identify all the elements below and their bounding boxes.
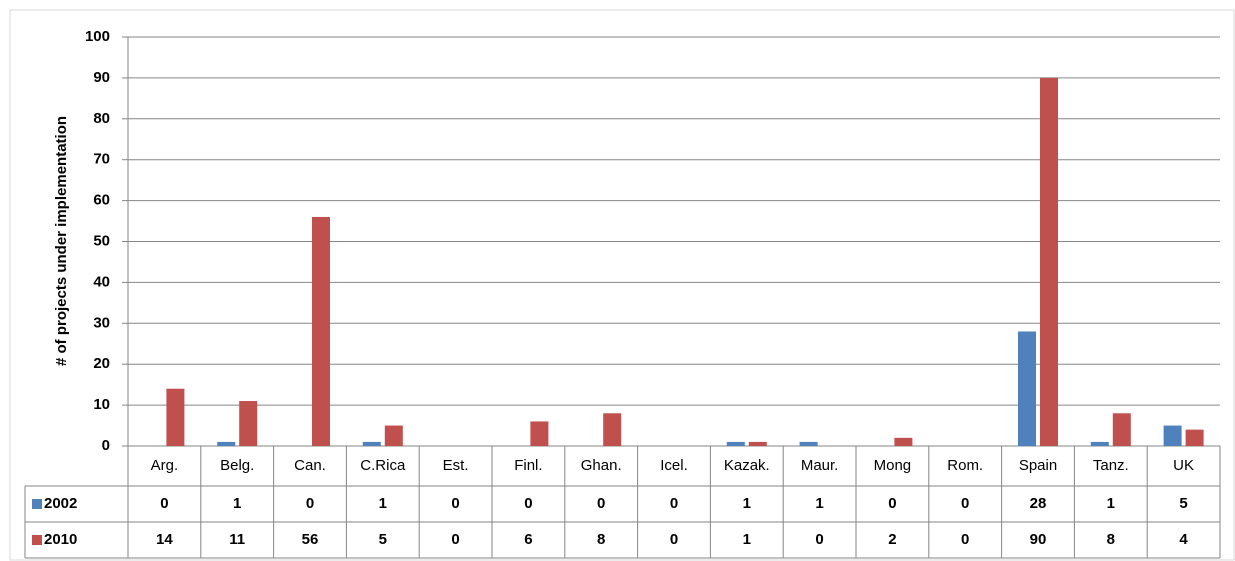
y-tick-label: 0 bbox=[102, 437, 110, 454]
y-tick-label: 100 bbox=[85, 28, 110, 45]
bar bbox=[799, 441, 818, 446]
x-tick-label: Est. bbox=[443, 457, 469, 474]
x-tick-label: Finl. bbox=[514, 457, 542, 474]
bar bbox=[1185, 429, 1204, 446]
y-tick-label: 20 bbox=[93, 355, 110, 372]
x-tick-label: C.Rica bbox=[360, 457, 406, 474]
table-value: 0 bbox=[160, 495, 168, 512]
y-axis-label: # of projects under implementation bbox=[53, 116, 70, 366]
table-value: 0 bbox=[597, 495, 605, 512]
table-value: 11 bbox=[229, 531, 245, 548]
table-value: 0 bbox=[815, 531, 823, 548]
x-tick-label: Spain bbox=[1019, 457, 1057, 474]
bar bbox=[239, 401, 258, 446]
table-value: 14 bbox=[156, 531, 173, 548]
legend-key bbox=[32, 535, 42, 545]
bar bbox=[384, 425, 403, 446]
table-value: 1 bbox=[233, 495, 241, 512]
x-tick-label: Arg. bbox=[151, 457, 179, 474]
x-tick-label: Tanz. bbox=[1093, 457, 1129, 474]
table-value: 8 bbox=[597, 531, 605, 548]
bar bbox=[894, 437, 913, 446]
bar bbox=[1090, 441, 1109, 446]
table-value: 0 bbox=[961, 531, 969, 548]
x-tick-label: Kazak. bbox=[724, 457, 770, 474]
bar bbox=[217, 441, 236, 446]
bar bbox=[312, 216, 330, 446]
x-tick-label: Mong bbox=[874, 457, 912, 474]
legend-label: 2002 bbox=[44, 495, 77, 512]
table-value: 6 bbox=[524, 531, 532, 548]
table-value: 0 bbox=[306, 495, 314, 512]
y-tick-label: 40 bbox=[93, 273, 110, 290]
table-value: 56 bbox=[302, 531, 319, 548]
y-tick-label: 70 bbox=[93, 151, 110, 168]
bar bbox=[1018, 331, 1036, 446]
bar bbox=[726, 441, 745, 446]
table-value: 28 bbox=[1030, 495, 1047, 512]
chart-border bbox=[9, 9, 1235, 561]
y-tick-label: 80 bbox=[93, 110, 110, 127]
bar bbox=[748, 441, 767, 446]
x-tick-label: UK bbox=[1173, 457, 1194, 474]
table-value: 2 bbox=[888, 531, 896, 548]
table-value: 0 bbox=[670, 531, 678, 548]
y-tick-label: 90 bbox=[93, 69, 110, 86]
x-tick-label: Icel. bbox=[660, 457, 688, 474]
bar bbox=[603, 413, 622, 446]
table-value: 0 bbox=[670, 495, 678, 512]
x-tick-label: Can. bbox=[294, 457, 326, 474]
y-tick-label: 10 bbox=[93, 396, 110, 413]
table-value: 90 bbox=[1030, 531, 1047, 548]
bar bbox=[530, 421, 549, 446]
x-tick-label: Rom. bbox=[947, 457, 983, 474]
legend-key bbox=[32, 499, 42, 509]
bar bbox=[362, 441, 381, 446]
table-value: 0 bbox=[961, 495, 969, 512]
table-value: 0 bbox=[524, 495, 532, 512]
x-tick-label: Ghan. bbox=[581, 457, 622, 474]
table-value: 0 bbox=[451, 495, 459, 512]
y-tick-label: 50 bbox=[93, 232, 110, 249]
bar bbox=[1163, 425, 1182, 446]
x-tick-label: Maur. bbox=[801, 457, 839, 474]
table-value: 1 bbox=[743, 495, 751, 512]
table-value: 8 bbox=[1107, 531, 1115, 548]
table-value: 1 bbox=[743, 531, 751, 548]
legend-label: 2010 bbox=[44, 531, 77, 548]
table-value: 1 bbox=[1107, 495, 1115, 512]
table-value: 4 bbox=[1179, 531, 1188, 548]
table-value: 0 bbox=[888, 495, 896, 512]
bar bbox=[1040, 77, 1058, 447]
table-value: 5 bbox=[1179, 495, 1187, 512]
y-tick-label: 60 bbox=[93, 192, 110, 209]
x-tick-label: Belg. bbox=[220, 457, 254, 474]
y-tick-label: 30 bbox=[93, 314, 110, 331]
bar bbox=[1112, 413, 1131, 446]
bar bbox=[166, 388, 185, 446]
table-value: 0 bbox=[451, 531, 459, 548]
table-value: 1 bbox=[379, 495, 387, 512]
table-value: 5 bbox=[379, 531, 387, 548]
table-value: 1 bbox=[815, 495, 823, 512]
